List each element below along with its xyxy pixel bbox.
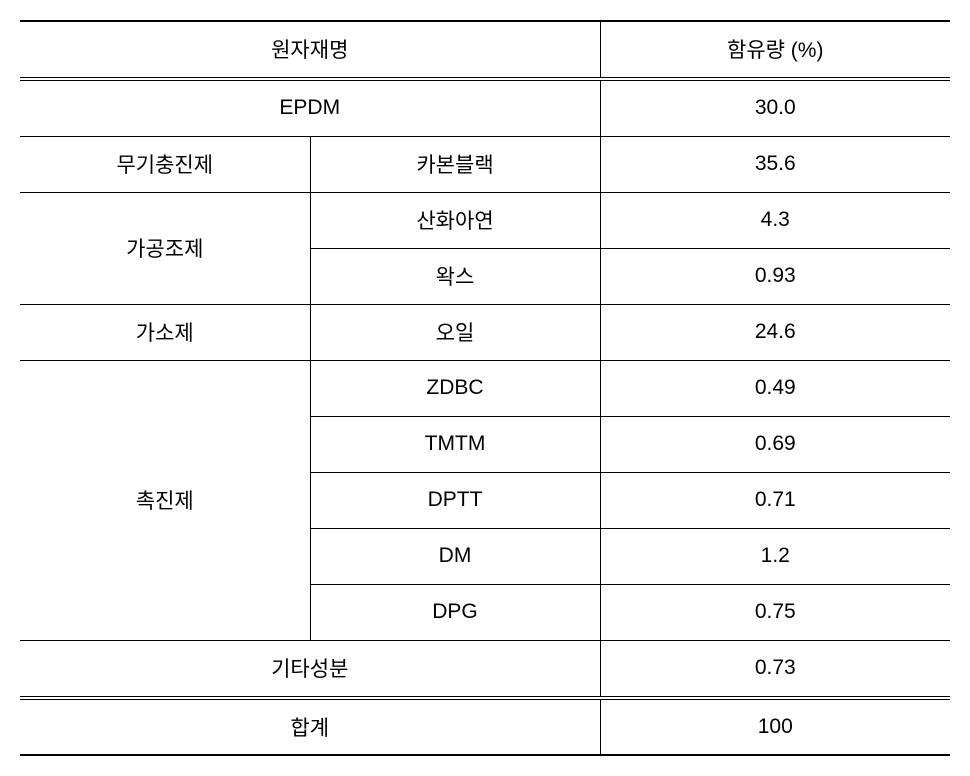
cell-procaid-item0-value: 4.3 xyxy=(600,192,950,248)
table-total-row: 합계 100 xyxy=(20,699,950,755)
cell-other-name: 기타성분 xyxy=(20,640,600,696)
cell-inorganic-category: 무기충진제 xyxy=(20,136,310,192)
cell-accel-item4-value: 0.75 xyxy=(600,584,950,640)
cell-accel-item1-value: 0.69 xyxy=(600,416,950,472)
cell-procaid-category: 가공조제 xyxy=(20,192,310,304)
cell-accel-item3-value: 1.2 xyxy=(600,528,950,584)
cell-accel-category: 촉진제 xyxy=(20,360,310,640)
table-row: EPDM 30.0 xyxy=(20,80,950,136)
table-row: 촉진제 ZDBC 0.49 xyxy=(20,360,950,416)
cell-epdm-name: EPDM xyxy=(20,80,600,136)
cell-accel-item3-name: DM xyxy=(310,528,600,584)
table-row: 무기충진제 카본블랙 35.6 xyxy=(20,136,950,192)
cell-epdm-value: 30.0 xyxy=(600,80,950,136)
cell-accel-item2-name: DPTT xyxy=(310,472,600,528)
cell-plasticizer-category: 가소제 xyxy=(20,304,310,360)
table-row: 가소제 오일 24.6 xyxy=(20,304,950,360)
cell-procaid-item0-name: 산화아연 xyxy=(310,192,600,248)
materials-table: 원자재명 함유량 (%) EPDM 30.0 무기충진제 카본블랙 35.6 가… xyxy=(20,20,950,756)
cell-plasticizer-name: 오일 xyxy=(310,304,600,360)
cell-plasticizer-value: 24.6 xyxy=(600,304,950,360)
table-row: 기타성분 0.73 xyxy=(20,640,950,696)
cell-procaid-item1-value: 0.93 xyxy=(600,248,950,304)
cell-other-value: 0.73 xyxy=(600,640,950,696)
cell-accel-item0-name: ZDBC xyxy=(310,360,600,416)
header-content-pct: 함유량 (%) xyxy=(600,21,950,77)
cell-accel-item0-value: 0.49 xyxy=(600,360,950,416)
cell-inorganic-value: 35.6 xyxy=(600,136,950,192)
cell-total-value: 100 xyxy=(600,699,950,755)
table-row: 가공조제 산화아연 4.3 xyxy=(20,192,950,248)
cell-procaid-item1-name: 왁스 xyxy=(310,248,600,304)
cell-inorganic-name: 카본블랙 xyxy=(310,136,600,192)
header-material-name: 원자재명 xyxy=(20,21,600,77)
cell-accel-item2-value: 0.71 xyxy=(600,472,950,528)
cell-total-name: 합계 xyxy=(20,699,600,755)
table-header-row: 원자재명 함유량 (%) xyxy=(20,21,950,77)
cell-accel-item4-name: DPG xyxy=(310,584,600,640)
cell-accel-item1-name: TMTM xyxy=(310,416,600,472)
